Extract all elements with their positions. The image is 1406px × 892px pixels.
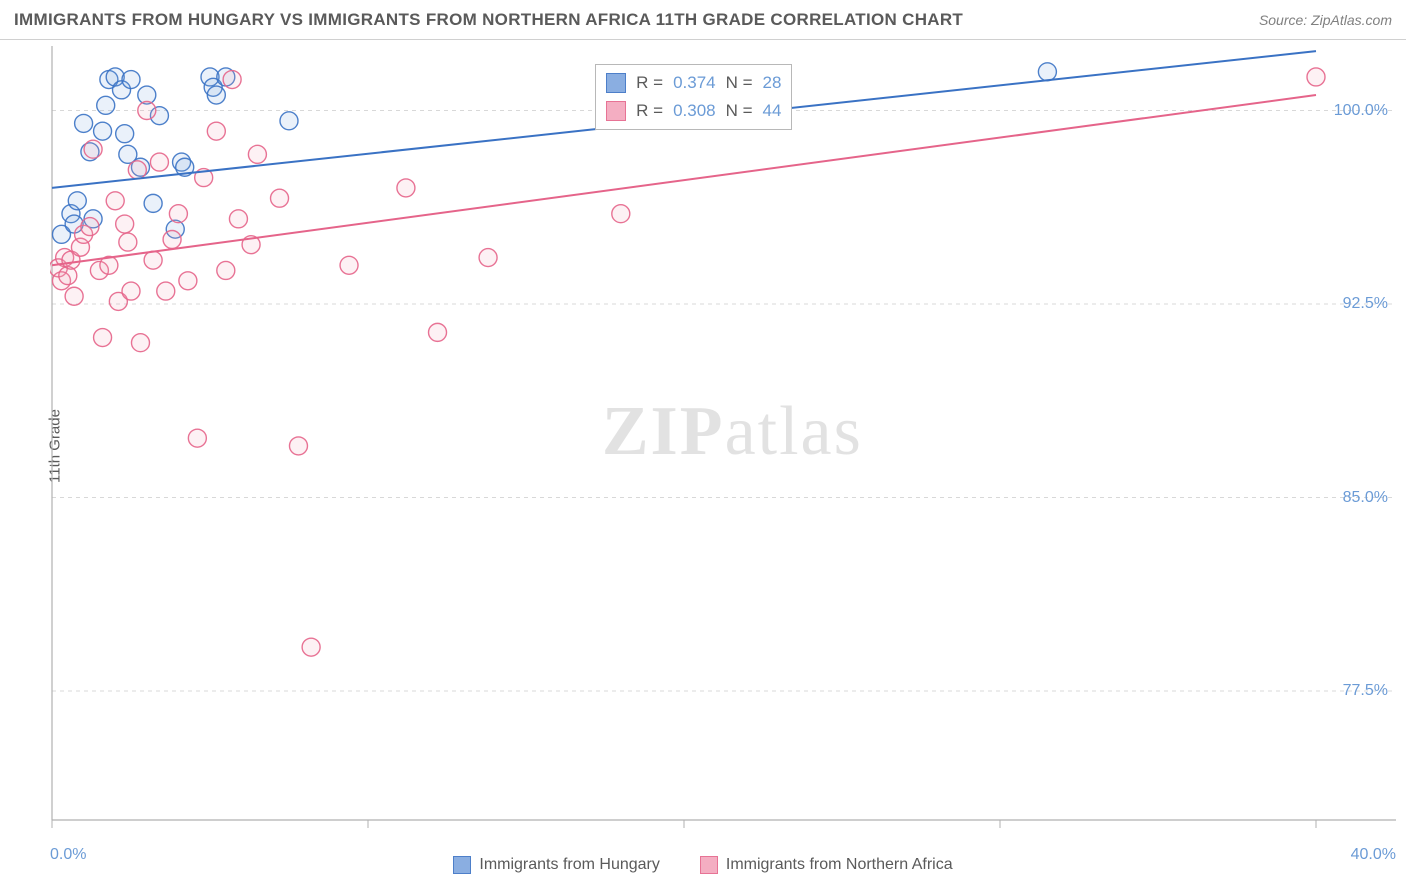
scatter-chart <box>50 46 1396 832</box>
correlation-legend: R = 0.374 N = 28 R = 0.308 N = 44 <box>595 64 792 130</box>
r-value-hungary: 0.374 <box>673 73 716 93</box>
legend-item-nafrica: Immigrants from Northern Africa <box>700 856 953 874</box>
legend-item-hungary: Immigrants from Hungary <box>453 856 660 874</box>
legend-label-hungary: Immigrants from Hungary <box>479 856 660 874</box>
y-tick-label: 100.0% <box>1334 102 1388 120</box>
bottom-legend: Immigrants from Hungary Immigrants from … <box>0 856 1406 874</box>
source-label: Source: ZipAtlas.com <box>1259 12 1392 28</box>
n-value-hungary: 28 <box>763 73 782 93</box>
n-label: N = <box>726 101 753 121</box>
swatch-nafrica <box>606 101 626 121</box>
swatch-hungary <box>606 73 626 93</box>
n-label: N = <box>726 73 753 93</box>
r-label: R = <box>636 101 663 121</box>
r-label: R = <box>636 73 663 93</box>
n-value-nafrica: 44 <box>763 101 782 121</box>
chart-title: IMMIGRANTS FROM HUNGARY VS IMMIGRANTS FR… <box>14 10 963 30</box>
r-value-nafrica: 0.308 <box>673 101 716 121</box>
legend-row-hungary: R = 0.374 N = 28 <box>606 69 781 97</box>
plot-area: ZIPatlas R = 0.374 N = 28 R = 0.308 N = … <box>50 46 1396 832</box>
swatch-hungary-icon <box>453 856 471 874</box>
swatch-nafrica-icon <box>700 856 718 874</box>
y-tick-label: 92.5% <box>1343 295 1388 313</box>
title-bar: IMMIGRANTS FROM HUNGARY VS IMMIGRANTS FR… <box>0 0 1406 40</box>
legend-label-nafrica: Immigrants from Northern Africa <box>726 856 953 874</box>
y-tick-label: 77.5% <box>1343 682 1388 700</box>
y-tick-label: 85.0% <box>1343 489 1388 507</box>
legend-row-nafrica: R = 0.308 N = 44 <box>606 97 781 125</box>
